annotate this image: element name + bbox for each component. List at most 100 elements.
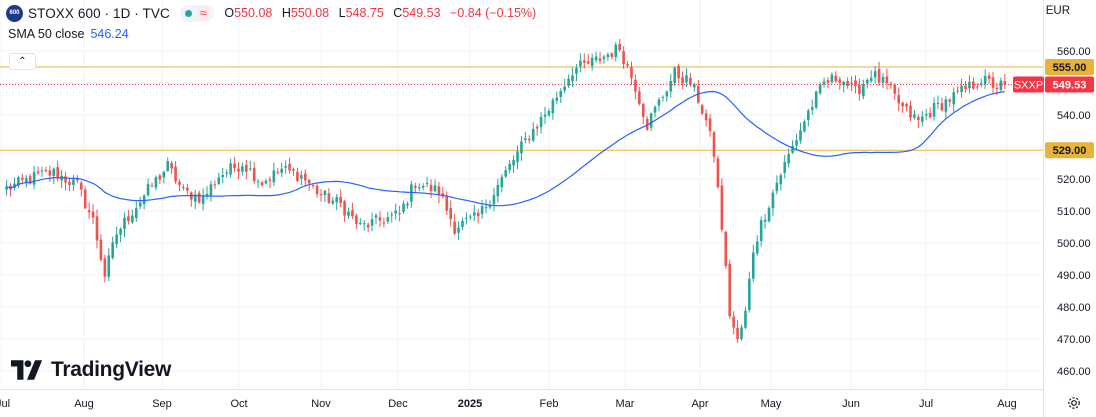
- candle-body: [826, 80, 830, 83]
- candle-body: [394, 210, 397, 214]
- x-tick-label: May: [761, 398, 782, 410]
- candle-body: [264, 180, 268, 184]
- ohlc-values: O550.08 H550.08 L548.75 C549.53 −0.84 (−…: [224, 6, 537, 20]
- gear-icon[interactable]: [1067, 396, 1081, 410]
- candle-body: [131, 215, 134, 223]
- sma-legend[interactable]: SMA 50 close 546.24: [8, 27, 129, 41]
- candle-body: [531, 128, 535, 141]
- candle-body: [107, 255, 111, 277]
- status-pill[interactable]: ≈: [179, 4, 215, 22]
- candle-body: [755, 241, 759, 254]
- currency-label[interactable]: EUR: [1045, 5, 1070, 17]
- candle-body: [791, 145, 794, 153]
- candle-body: [343, 201, 346, 216]
- x-tick-label: Aug: [997, 398, 1017, 410]
- candle-body: [693, 84, 696, 88]
- candle-body: [52, 168, 56, 176]
- candle-body: [956, 90, 959, 92]
- candle-body: [641, 103, 645, 117]
- candle-body: [976, 86, 979, 88]
- candle-body: [162, 171, 166, 178]
- candle-body: [335, 197, 339, 203]
- sma-line: [6, 90, 1005, 207]
- candle-body: [437, 186, 441, 196]
- candle-body: [810, 107, 814, 110]
- candle-body: [488, 204, 492, 208]
- candle-body: [237, 168, 240, 172]
- candle-body: [370, 219, 374, 226]
- candle-body: [201, 195, 205, 204]
- candle-body: [21, 177, 24, 180]
- candle-body: [303, 173, 307, 181]
- candle-body: [508, 163, 511, 170]
- candle-body: [960, 85, 963, 93]
- tradingview-logo[interactable]: TradingView: [11, 358, 171, 382]
- candle-body: [590, 57, 594, 67]
- candle-body: [221, 175, 225, 178]
- candle-body: [103, 258, 107, 277]
- candle-body: [480, 206, 484, 215]
- candle-body: [182, 187, 185, 189]
- candle-body: [292, 169, 295, 171]
- candle-body: [744, 310, 747, 328]
- candle-body: [689, 77, 692, 85]
- candle-body: [759, 220, 763, 242]
- candle-body: [555, 97, 559, 101]
- candle-body: [311, 185, 315, 187]
- candle-body: [36, 171, 40, 174]
- y-tick-label: 540.00: [1057, 110, 1091, 122]
- candle-body: [13, 183, 16, 188]
- y-tick-label: 460.00: [1057, 366, 1091, 378]
- candle-body: [787, 154, 790, 164]
- candle-body: [873, 71, 877, 78]
- candle-body: [213, 184, 217, 186]
- candle-body: [40, 170, 44, 172]
- candle-body: [622, 51, 625, 65]
- candle-body: [795, 140, 798, 146]
- candle-body: [527, 138, 531, 141]
- candle-body: [724, 231, 728, 266]
- candle-body: [909, 105, 912, 118]
- candle-body: [645, 119, 649, 130]
- candle-body: [638, 91, 641, 104]
- candle-body: [91, 211, 95, 218]
- candle-body: [319, 194, 323, 196]
- candle-body: [138, 202, 142, 207]
- candle-body: [551, 99, 555, 114]
- symbol-title[interactable]: STOXX 600 · 1D · TVC: [28, 5, 170, 21]
- candle-body: [708, 118, 712, 132]
- candle-body: [999, 80, 1003, 90]
- x-tick-label: Dec: [388, 398, 408, 410]
- candle-body: [858, 84, 861, 95]
- candle-body: [610, 53, 614, 57]
- candle-body: [932, 103, 936, 117]
- candle-body: [268, 179, 272, 181]
- candle-body: [634, 79, 637, 92]
- candle-body: [830, 74, 834, 83]
- candle-body: [476, 212, 480, 217]
- candle-body: [799, 130, 802, 141]
- candle-body: [284, 166, 287, 168]
- candle-body: [272, 170, 276, 183]
- candle-body: [362, 223, 366, 225]
- candle-body: [661, 96, 665, 98]
- candle-body: [983, 75, 987, 85]
- candle-body: [728, 263, 732, 317]
- y-tick-label: 510.00: [1057, 206, 1091, 218]
- candle-body: [740, 327, 743, 339]
- candle-body: [704, 113, 708, 121]
- candle-body: [170, 163, 173, 169]
- candle-body: [355, 215, 358, 224]
- candle-body: [920, 116, 924, 122]
- collapse-legend-button[interactable]: ⌃: [9, 53, 36, 70]
- candle-body: [995, 88, 999, 90]
- candle-body: [233, 163, 236, 169]
- candle-body: [924, 114, 928, 116]
- last-price-tag-bg: [1045, 76, 1094, 93]
- candle-body: [87, 210, 91, 213]
- candle-body: [594, 56, 598, 61]
- candle-body: [535, 126, 539, 129]
- close-value: 549.53: [402, 6, 441, 20]
- candle-body: [465, 217, 468, 219]
